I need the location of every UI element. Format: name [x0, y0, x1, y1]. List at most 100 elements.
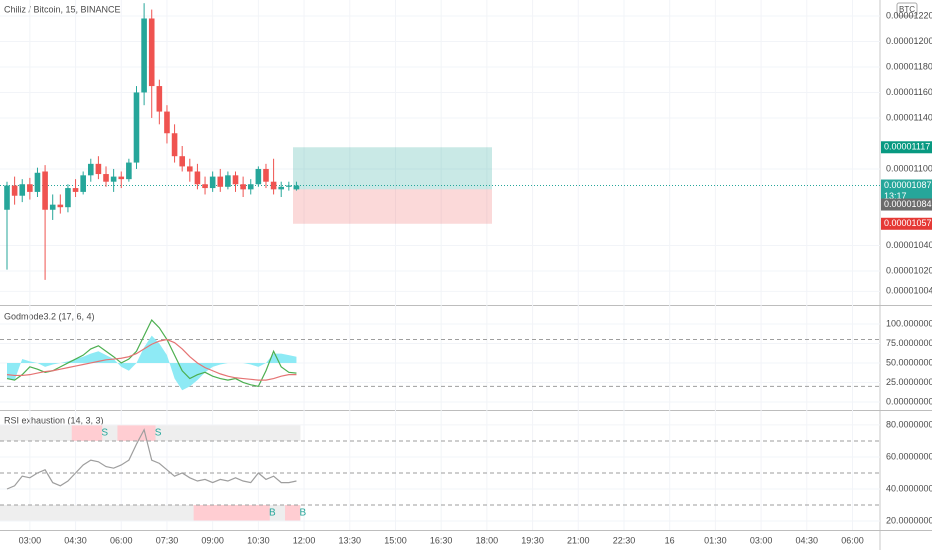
- candle-body: [217, 176, 224, 187]
- x-tick-label: 09:00: [201, 535, 224, 545]
- candle-body: [187, 166, 193, 172]
- x-tick-label: 16: [665, 535, 675, 545]
- candle-body: [293, 185, 300, 190]
- signal-label: S: [101, 428, 108, 439]
- x-tick-label: 06:00: [841, 535, 864, 545]
- signal-zone: [71, 424, 103, 441]
- y-tick-label: 40.00000000: [886, 483, 932, 493]
- x-tick-label: 10:30: [247, 535, 270, 545]
- y-tick-label: 60.00000000: [886, 451, 932, 461]
- x-tick-label: 16:30: [430, 535, 453, 545]
- candle-body: [278, 186, 285, 190]
- candle-body: [179, 156, 185, 167]
- signal-label: S: [155, 428, 162, 439]
- candle-body: [95, 163, 102, 175]
- candle-body: [57, 204, 64, 208]
- y-tick-label: 25.00000000: [886, 377, 932, 387]
- candle-body: [270, 181, 277, 190]
- x-tick-label: 04:30: [64, 535, 87, 545]
- candle-body: [202, 184, 208, 189]
- candle-body: [65, 188, 71, 208]
- x-tick-label: 19:30: [521, 535, 544, 545]
- y-tick-label: 0.00001100: [886, 163, 932, 173]
- chart-title: Chiliz / Bitcoin, 15, BINANCE: [4, 4, 121, 14]
- candle-body: [27, 184, 33, 192]
- candle-body: [19, 184, 26, 196]
- x-tick-label: 01:30: [704, 535, 727, 545]
- y-tick-label: 100.00000000: [886, 318, 932, 328]
- candle-body: [194, 171, 201, 185]
- indicator-title: RSI exhaustion (14, 3, 3): [4, 415, 104, 425]
- x-tick-label: 18:00: [476, 535, 499, 545]
- target-zone: [293, 147, 492, 190]
- candle-body: [49, 204, 56, 210]
- x-tick-label: 07:30: [156, 535, 179, 545]
- candle-body: [225, 175, 231, 187]
- y-tick-label: 0.00001040: [886, 240, 932, 250]
- target-label: 0.00001117: [884, 142, 930, 152]
- x-tick-label: 21:00: [567, 535, 590, 545]
- candle-body: [72, 188, 79, 192]
- signal-zone: [193, 505, 270, 522]
- y-tick-label: 0.00001200: [886, 36, 932, 46]
- candle-body: [263, 168, 269, 182]
- signal-label: B: [299, 508, 306, 519]
- candle-body: [141, 18, 147, 93]
- x-tick-label: 22:30: [613, 535, 636, 545]
- signal-zone: [285, 505, 301, 522]
- candle-body: [171, 133, 178, 157]
- stop-zone: [293, 189, 492, 224]
- candle-body: [255, 168, 262, 185]
- y-tick-label: 0.00000000: [886, 396, 932, 406]
- entry-box: [881, 198, 932, 211]
- candle-body: [34, 172, 41, 192]
- x-tick-label: 12:00: [293, 535, 316, 545]
- target-box: [881, 141, 932, 154]
- candle-body: [148, 18, 155, 87]
- x-tick-label: 04:30: [796, 535, 819, 545]
- candle-body: [209, 176, 216, 189]
- x-tick-label: 13:30: [338, 535, 361, 545]
- candle-body: [232, 175, 239, 185]
- countdown-label: 13:17: [884, 191, 907, 201]
- y-tick-label: 0.00001160: [886, 87, 932, 97]
- y-tick-label: 75.00000000: [886, 338, 932, 348]
- candle-body: [133, 92, 140, 163]
- y-tick-label: 0.00001180: [886, 61, 932, 71]
- series-line: [6, 338, 297, 381]
- signal-zone: [117, 424, 156, 441]
- candle-body: [240, 184, 246, 190]
- series-line: [6, 428, 297, 490]
- y-tick-label: 80.00000000: [886, 419, 932, 429]
- y-tick-label: 50.00000000: [886, 357, 932, 367]
- currency-button[interactable]: [896, 2, 918, 17]
- candle-body: [164, 111, 170, 134]
- y-tick-label: 20.00000000: [886, 515, 932, 525]
- area: [7, 335, 297, 391]
- candle-body: [156, 86, 163, 112]
- candle-body: [80, 175, 86, 192]
- series-line: [6, 319, 297, 388]
- y-tick-label: 0.00001140: [886, 112, 932, 122]
- candle-body: [103, 174, 109, 182]
- x-tick-label: 06:00: [110, 535, 133, 545]
- x-tick-label: 15:00: [384, 535, 407, 545]
- candle-body: [4, 185, 10, 210]
- candle-body: [11, 185, 18, 196]
- last-price-label: 0.00001087: [884, 180, 932, 190]
- candle-body: [42, 171, 48, 210]
- y-tick-label: 0.00001020: [886, 265, 932, 275]
- x-tick-label: 03:00: [750, 535, 773, 545]
- stop-box: [881, 217, 932, 230]
- currency-label[interactable]: BTC: [899, 5, 915, 14]
- candle-body: [118, 176, 125, 180]
- entry-label: 0.00001084: [884, 199, 932, 209]
- stop-label: 0.00001057: [884, 218, 932, 228]
- candle-body: [126, 162, 132, 180]
- candle-body: [110, 176, 117, 182]
- x-tick-label: 03:00: [19, 535, 42, 545]
- candle-body: [247, 184, 254, 190]
- indicator-title: Godmode3.2 (17, 6, 4): [4, 311, 95, 321]
